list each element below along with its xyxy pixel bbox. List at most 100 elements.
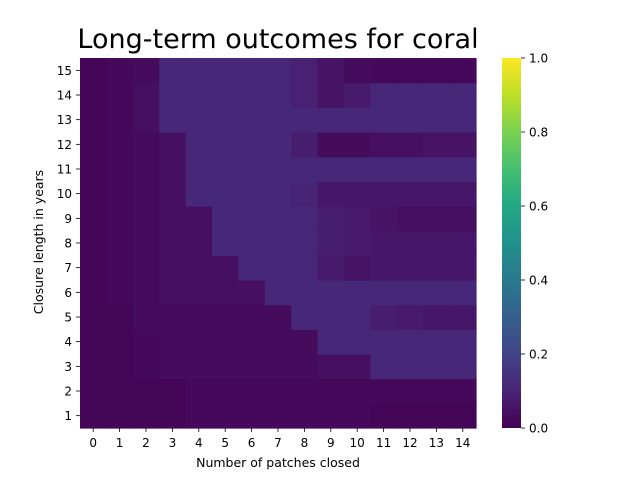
heatmap-cell (317, 107, 345, 133)
heatmap-cell (238, 329, 266, 355)
heatmap-cell (185, 58, 213, 84)
heatmap-cell (423, 82, 451, 108)
heatmap-cell (238, 304, 266, 330)
y-tick-label: 10 (57, 187, 72, 201)
heatmap-cell (185, 329, 213, 355)
heatmap-cell (132, 304, 160, 330)
heatmap-cell (132, 82, 160, 108)
heatmap-cell (396, 107, 424, 133)
heatmap-cell (212, 280, 239, 306)
heatmap-cell (159, 255, 187, 281)
heatmap-cell (106, 181, 134, 207)
x-tick-label: 0 (89, 436, 97, 450)
heatmap-cell (185, 280, 213, 306)
heatmap-cell (317, 304, 345, 330)
x-tick-label: 8 (301, 436, 309, 450)
heatmap-cell (317, 156, 345, 182)
heatmap-cell (291, 132, 319, 158)
heatmap-cell (159, 280, 187, 306)
heatmap-cell (159, 132, 187, 158)
heatmap-cell (370, 255, 398, 281)
y-tick-label: 12 (57, 138, 72, 152)
heatmap-cell (264, 329, 292, 355)
heatmap-cell (80, 156, 107, 182)
heatmap-cell (344, 107, 371, 133)
y-tick-label: 9 (64, 212, 72, 226)
heatmap-cell (317, 378, 345, 404)
heatmap-cell (291, 230, 319, 256)
x-tick-label: 7 (274, 436, 282, 450)
heatmap-cell (370, 181, 398, 207)
heatmap-cell (449, 107, 477, 133)
x-tick-label: 5 (221, 436, 229, 450)
heatmap-cell (264, 403, 292, 429)
heatmap-cell (344, 206, 371, 232)
heatmap-cell (80, 132, 107, 158)
heatmap-cell (212, 206, 239, 232)
heatmap-cell (344, 132, 371, 158)
heatmap-cell (344, 156, 371, 182)
heatmap-cell (449, 206, 477, 232)
heatmap-cell (212, 329, 239, 355)
heatmap-cell (370, 304, 398, 330)
heatmap-cell (396, 403, 424, 429)
heatmap-cell (80, 280, 107, 306)
heatmap-cell (185, 378, 213, 404)
heatmap-cell (396, 329, 424, 355)
heatmap-cell (423, 156, 451, 182)
heatmap-cell (317, 58, 345, 84)
heatmap-cell (264, 255, 292, 281)
heatmap-cell (212, 156, 239, 182)
heatmap-cell (264, 107, 292, 133)
y-tick-label: 8 (64, 237, 72, 251)
x-tick-label: 4 (195, 436, 203, 450)
heatmap-cell (159, 378, 187, 404)
heatmap-cell (264, 82, 292, 108)
x-tick-label: 10 (350, 436, 365, 450)
heatmap-cell (317, 132, 345, 158)
heatmap-cell (238, 82, 266, 108)
heatmap-cell (264, 132, 292, 158)
heatmap-cell (212, 82, 239, 108)
heatmap-cell (159, 181, 187, 207)
heatmap-cell (132, 378, 160, 404)
heatmap-cell (370, 354, 398, 380)
heatmap-cell (106, 255, 134, 281)
heatmap-cell (132, 280, 160, 306)
heatmap-cell (132, 58, 160, 84)
heatmap-cell (238, 354, 266, 380)
x-tick-label: 2 (142, 436, 150, 450)
heatmap-cell (106, 58, 134, 84)
heatmap-cell (212, 58, 239, 84)
heatmap-cell (106, 82, 134, 108)
heatmap-cell (449, 156, 477, 182)
heatmap-cell (106, 206, 134, 232)
heatmap-cell (212, 132, 239, 158)
heatmap-cell (80, 354, 107, 380)
heatmap-cell (159, 354, 187, 380)
heatmap-cell (106, 132, 134, 158)
heatmap-cell (291, 403, 319, 429)
heatmap-cell (423, 132, 451, 158)
heatmap-cell (159, 107, 187, 133)
heatmap-cell (449, 132, 477, 158)
heatmap-cell (238, 107, 266, 133)
heatmap-cell (291, 378, 319, 404)
heatmap-cell (370, 378, 398, 404)
heatmap-cell (396, 354, 424, 380)
heatmap-cell (449, 280, 477, 306)
heatmap-cell (159, 304, 187, 330)
heatmap-cell (344, 58, 371, 84)
x-tick-label: 14 (455, 436, 470, 450)
heatmap-cell (370, 403, 398, 429)
heatmap-cell (423, 304, 451, 330)
heatmap-cell (449, 403, 477, 429)
heatmap-cell (132, 156, 160, 182)
colorbar-tick-label: 0.0 (529, 422, 548, 436)
heatmap-cell (264, 280, 292, 306)
heatmap-cell (370, 132, 398, 158)
y-tick-label: 11 (57, 163, 72, 177)
y-tick-label: 1 (64, 409, 72, 423)
heatmap-cell (106, 107, 134, 133)
